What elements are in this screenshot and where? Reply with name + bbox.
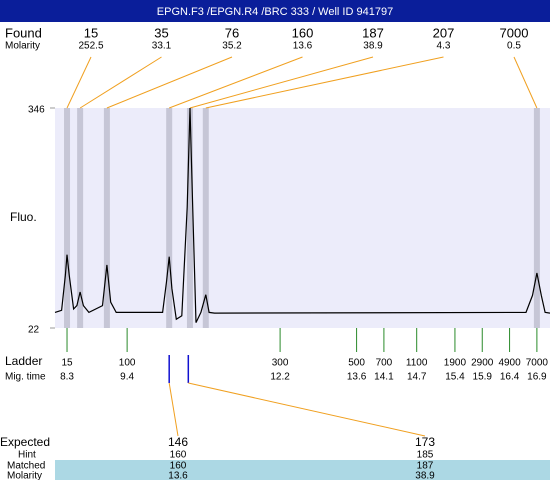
ladder-size: 300	[272, 358, 289, 369]
peak-band	[64, 108, 71, 328]
ladder-size: 500	[348, 358, 365, 369]
mig-time-label: Mig. time	[5, 372, 46, 383]
peak-band	[202, 108, 209, 328]
found-molarity: 35.2	[222, 41, 242, 52]
molarity-label: Molarity	[7, 471, 42, 480]
found-molarity: 0.5	[507, 41, 521, 52]
ladder-size: 1100	[406, 358, 428, 369]
found-molarity: 38.9	[363, 41, 383, 52]
ladder-label: Ladder	[5, 354, 42, 368]
hint-value: 160	[170, 450, 187, 461]
ladder-size: 4900	[498, 358, 521, 369]
expected-size: 173	[415, 435, 435, 449]
hint-label: Hint	[18, 450, 36, 461]
header-bar	[0, 0, 550, 22]
molarity-value: 13.6	[168, 471, 188, 480]
ladder-time: 8.3	[60, 372, 74, 383]
found-size: 76	[225, 25, 239, 40]
expected-connector	[168, 382, 179, 437]
ladder-time: 12.2	[270, 372, 290, 383]
peak-connector	[169, 56, 303, 109]
y-axis-label: Fluo.	[10, 210, 37, 224]
y-tick-label: 346	[28, 105, 45, 116]
header-title: EPGN.F3 /EPGN.R4 /BRC 333 / Well ID 9417…	[157, 6, 393, 18]
y-tick-label: 22	[28, 325, 40, 336]
peak-connector	[189, 56, 374, 109]
molarity-value: 38.9	[415, 471, 435, 480]
ladder-time: 16.4	[500, 372, 520, 383]
found-size: 15	[84, 25, 98, 40]
ladder-size: 7000	[526, 358, 549, 369]
peak-connector	[513, 56, 538, 109]
ladder-time: 16.9	[527, 372, 547, 383]
found-size: 7000	[500, 25, 529, 40]
found-size: 207	[433, 25, 455, 40]
matched-label: Matched	[7, 461, 45, 472]
ladder-time: 15.9	[473, 372, 493, 383]
matched-value: 160	[170, 461, 187, 472]
peak-band	[77, 108, 84, 328]
peak-connector	[79, 56, 162, 109]
ladder-size: 2900	[471, 358, 494, 369]
found-molarity: 252.5	[78, 41, 103, 52]
plot-area	[55, 108, 550, 328]
ladder-size: 100	[119, 358, 136, 369]
peak-connector	[66, 56, 92, 109]
hint-value: 185	[417, 450, 434, 461]
found-molarity: 33.1	[152, 41, 172, 52]
ladder-size: 700	[376, 358, 393, 369]
expected-size: 146	[168, 435, 188, 449]
expected-connector	[188, 382, 426, 437]
ladder-time: 14.7	[407, 372, 427, 383]
ladder-time: 15.4	[445, 372, 465, 383]
found-molarity-label: Molarity	[5, 41, 40, 52]
ladder-time: 14.1	[374, 372, 394, 383]
found-molarity: 4.3	[437, 41, 451, 52]
found-size: 160	[292, 25, 314, 40]
expected-label: Expected	[0, 435, 50, 449]
ladder-time: 13.6	[347, 372, 367, 383]
peak-band	[186, 108, 193, 328]
ladder-time: 9.4	[120, 372, 134, 383]
ladder-size: 1900	[444, 358, 467, 369]
matched-value: 187	[417, 461, 434, 472]
found-molarity: 13.6	[293, 41, 313, 52]
peak-connector	[106, 56, 233, 109]
ladder-size: 15	[61, 358, 73, 369]
found-size: 187	[362, 25, 384, 40]
peak-connector	[205, 56, 444, 109]
found-label: Found	[5, 25, 42, 40]
trace-line	[54, 107, 550, 323]
peak-band	[166, 108, 173, 328]
found-size: 35	[154, 25, 168, 40]
peak-band	[533, 108, 540, 328]
peak-band	[103, 108, 110, 328]
matched-rows-bg	[55, 460, 550, 480]
